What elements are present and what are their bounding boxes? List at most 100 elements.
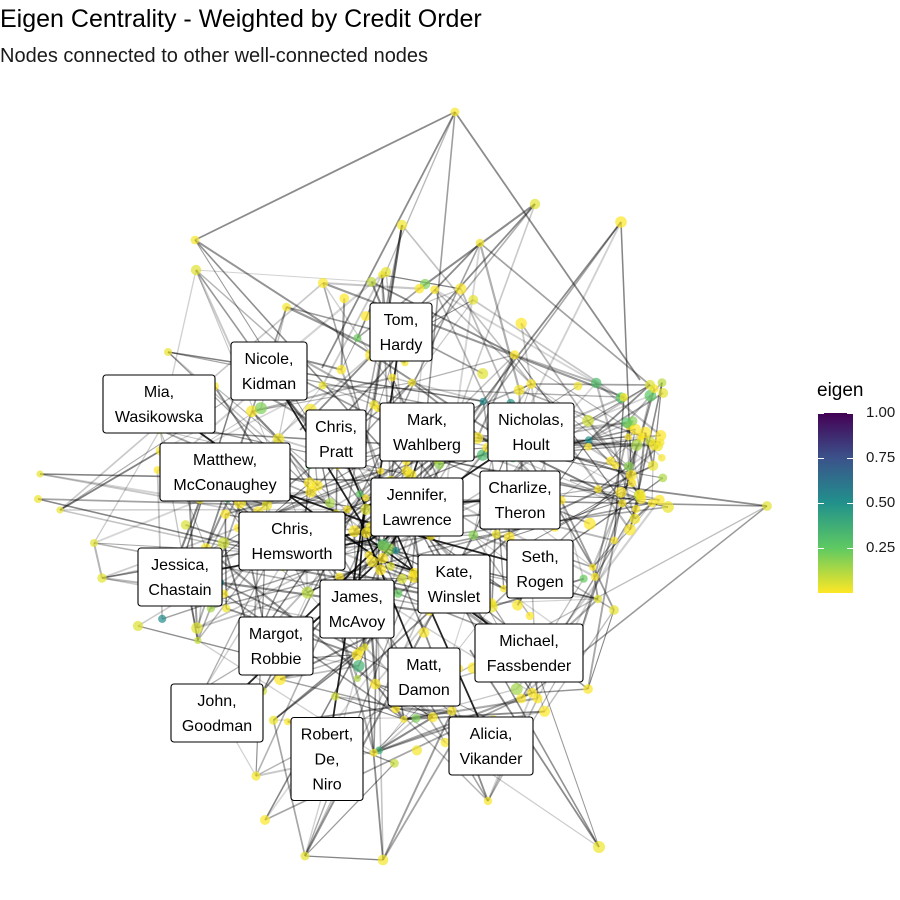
network-node xyxy=(647,498,657,508)
network-node xyxy=(644,379,656,391)
network-node xyxy=(325,497,335,508)
node-label-john-goodman: John, Goodman xyxy=(170,683,264,743)
network-node xyxy=(411,713,421,723)
network-node xyxy=(621,417,632,429)
network-edge xyxy=(395,707,452,713)
network-node xyxy=(653,441,663,452)
network-edge xyxy=(597,488,623,505)
node-label-box xyxy=(379,402,475,462)
network-node xyxy=(625,469,637,481)
network-node xyxy=(590,572,600,581)
node-label-michael-fassbender: Michael, Fassbender xyxy=(474,623,584,683)
network-node xyxy=(434,459,445,470)
node-label-text: Chastain xyxy=(148,582,211,599)
network-edge xyxy=(194,111,456,241)
legend-tick-mark xyxy=(847,458,853,459)
network-node xyxy=(317,277,329,289)
network-node xyxy=(353,674,361,683)
node-label-alicia-vikander: Alicia, Vikander xyxy=(448,716,534,776)
network-node xyxy=(529,198,541,210)
node-label-text: Hemsworth xyxy=(252,546,333,563)
network-edge xyxy=(533,660,600,848)
network-node xyxy=(190,264,202,276)
network-node xyxy=(468,294,479,305)
network-node xyxy=(409,567,420,578)
node-label-text: Seth, xyxy=(521,549,558,566)
network-node xyxy=(274,673,286,686)
network-edge xyxy=(592,529,631,568)
network-node xyxy=(353,334,362,342)
network-node xyxy=(516,693,527,704)
node-label-text: Wahlberg xyxy=(393,437,461,454)
network-node xyxy=(589,563,597,571)
network-node xyxy=(336,364,347,375)
network-edge xyxy=(278,438,373,563)
legend-tick-mark xyxy=(818,548,824,549)
network-edge xyxy=(378,717,417,752)
node-label-matthew-mcconaughey: Matthew, McConaughey xyxy=(159,442,291,502)
node-label-box xyxy=(238,616,314,676)
network-edge xyxy=(594,425,631,577)
network-edge xyxy=(195,269,372,283)
network-node xyxy=(509,350,520,360)
network-node xyxy=(618,499,627,508)
network-edge xyxy=(519,389,642,438)
network-edge xyxy=(373,716,434,754)
node-label-box xyxy=(319,579,395,639)
network-edge xyxy=(560,500,585,579)
network-node xyxy=(392,546,400,555)
network-node xyxy=(655,430,667,441)
network-node xyxy=(90,539,98,547)
node-label-box xyxy=(102,374,216,434)
network-edge xyxy=(587,394,651,422)
network-node xyxy=(132,620,144,632)
network-node xyxy=(440,737,450,748)
node-label-box xyxy=(290,716,364,802)
network-edge xyxy=(560,499,615,611)
node-label-box xyxy=(417,554,491,614)
chart-title: Eigen Centrality - Weighted by Credit Or… xyxy=(0,5,482,33)
label-layer: Tom, Hardy Nicole, Kidman Mia, Wasikowska Chri… xyxy=(102,302,584,802)
network-node xyxy=(591,377,602,389)
network-edge xyxy=(403,710,545,721)
node-label-james-mcavoy: James, McAvoy xyxy=(319,579,395,639)
chart-subtitle: Nodes connected to other well-connected … xyxy=(0,45,429,67)
network-edge xyxy=(339,203,536,421)
network-node xyxy=(629,513,641,525)
network-node xyxy=(397,573,408,584)
node-label-box xyxy=(137,547,223,607)
network-node xyxy=(411,745,422,756)
network-edge xyxy=(382,557,399,594)
node-label-box xyxy=(474,623,584,683)
node-label-text: Winslet xyxy=(428,589,481,606)
network-node xyxy=(246,405,258,418)
network-node xyxy=(303,477,316,489)
network-edge xyxy=(595,382,636,520)
network-node xyxy=(370,678,381,690)
network-edge xyxy=(93,499,201,544)
network-node xyxy=(380,266,392,278)
network-node xyxy=(658,388,669,398)
network-node xyxy=(97,573,107,583)
network-node xyxy=(584,442,593,451)
network-edge xyxy=(93,429,161,544)
network-edge xyxy=(591,567,599,600)
network-node xyxy=(624,523,636,536)
network-node xyxy=(579,574,588,583)
node-label-chris-hemsworth: Chris, Hemsworth xyxy=(238,511,346,571)
network-node xyxy=(639,426,652,439)
node-label-kate-winslet: Kate, Winslet xyxy=(417,554,491,614)
network-node xyxy=(662,501,674,513)
network-node xyxy=(582,415,594,427)
node-label-text: McAvoy xyxy=(329,614,386,631)
network-edge xyxy=(476,354,516,439)
network-node xyxy=(386,562,396,571)
network-node xyxy=(619,392,629,402)
node-label-text: Mia, xyxy=(144,384,174,401)
node-label-text: Hardy xyxy=(380,337,423,354)
network-edge xyxy=(251,410,280,440)
network-node xyxy=(260,815,270,825)
network-edge xyxy=(423,203,536,344)
network-node xyxy=(634,489,646,500)
